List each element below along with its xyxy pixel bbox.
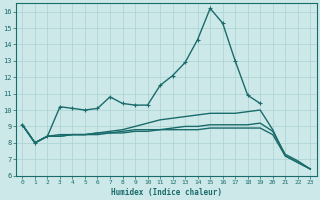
X-axis label: Humidex (Indice chaleur): Humidex (Indice chaleur) bbox=[111, 188, 222, 197]
